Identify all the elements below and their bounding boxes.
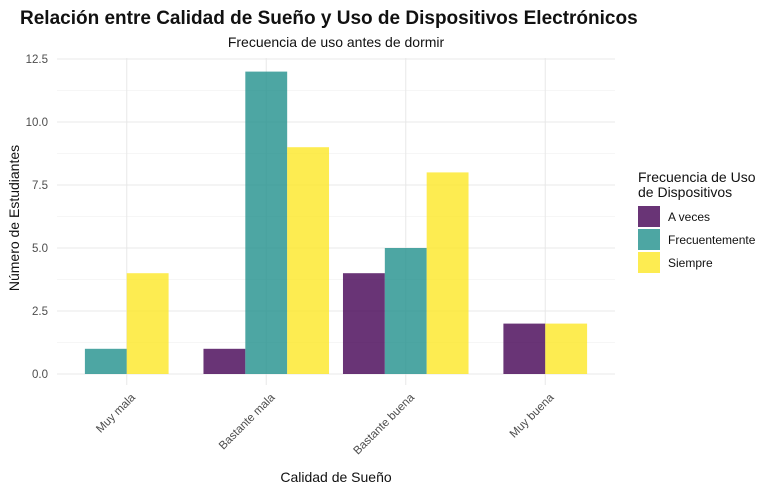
y-tick-label: 5.0 [32, 243, 48, 255]
bar [545, 323, 588, 374]
y-tick-label: 7.5 [32, 180, 48, 192]
bar [287, 147, 330, 374]
y-tick-label: 2.5 [32, 306, 48, 318]
y-tick-label: 0.0 [32, 369, 48, 381]
legend-key [638, 229, 660, 250]
x-tick-label: Muy mala [94, 391, 138, 435]
chart-title: Relación entre Calidad de Sueño y Uso de… [20, 8, 638, 29]
legend-key [638, 252, 660, 273]
legend-label: Frecuentemente [668, 233, 756, 247]
legend-title-line: Frecuencia de Uso [638, 169, 756, 185]
y-tick-label: 12.5 [26, 54, 48, 66]
x-tick-label: Bastante buena [352, 391, 418, 457]
bar [426, 172, 469, 374]
x-tick-labels: Muy mala Bastante mala Bastante buena Muy b… [94, 391, 557, 457]
bar [503, 323, 546, 374]
x-axis-title: Calidad de Sueño [280, 469, 392, 485]
bar [126, 273, 169, 374]
y-tick-labels: 0.0 2.5 5.0 7.5 10.0 12.5 [26, 54, 48, 381]
bar [203, 348, 246, 374]
bar [384, 248, 427, 374]
legend-title-line: de Dispositivos [638, 184, 732, 200]
legend-label: A veces [668, 210, 710, 224]
x-tick-label: Bastante mala [217, 391, 278, 452]
legend-label: Siempre [668, 256, 713, 270]
y-tick-label: 10.0 [26, 117, 48, 129]
y-axis-title: Número de Estudiantes [6, 145, 22, 291]
bar [245, 71, 288, 374]
chart-subtitle: Frecuencia de uso antes de dormir [228, 34, 445, 50]
x-tick-label: Muy buena [508, 391, 557, 440]
bar [342, 273, 385, 374]
bar [84, 348, 127, 374]
legend-key [638, 206, 660, 227]
bars [84, 71, 588, 374]
